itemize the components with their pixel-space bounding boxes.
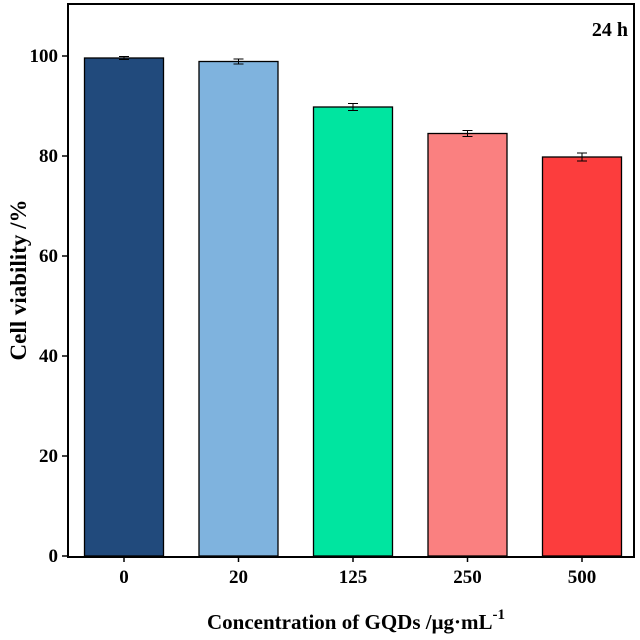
error-bar-250 xyxy=(462,130,473,137)
bar-20 xyxy=(198,60,279,557)
y-tick-label-60: 60 xyxy=(39,246,58,267)
bar-250 xyxy=(427,132,508,557)
y-tick-label-80: 80 xyxy=(39,146,58,167)
x-tick-label-0: 0 xyxy=(119,567,129,588)
x-tick-label-250: 250 xyxy=(453,567,482,588)
error-bar-125 xyxy=(348,103,358,111)
plot-frame xyxy=(67,3,635,558)
y-axis-label: Cell viability /% xyxy=(6,200,31,361)
x-axis-ticks: 0 20 125 250 500 xyxy=(119,556,596,588)
bar-500 xyxy=(541,156,623,557)
error-bar-0 xyxy=(119,56,129,60)
y-tick-label-20: 20 xyxy=(39,446,58,467)
y-axis-ticks: 0 20 40 60 80 100 xyxy=(30,46,68,567)
x-tick-label-20: 20 xyxy=(229,567,248,588)
x-axis-label-main: Concentration of GQDs /μg·mL xyxy=(207,610,492,634)
x-axis-label: Concentration of GQDs /μg·mL-1 xyxy=(207,607,505,634)
error-bar-500 xyxy=(577,152,587,162)
y-tick-label-0: 0 xyxy=(49,546,59,567)
x-axis-label-superscript: -1 xyxy=(492,607,505,623)
bar-0 xyxy=(83,57,165,557)
bar-125 xyxy=(312,106,394,557)
x-tick-label-500: 500 xyxy=(568,567,597,588)
error-bars-group xyxy=(119,56,587,162)
bars-group xyxy=(83,57,623,557)
y-tick-label-40: 40 xyxy=(39,346,58,367)
chart-annotation: 24 h xyxy=(592,19,628,41)
y-tick-label-100: 100 xyxy=(30,46,59,67)
error-bar-20 xyxy=(233,58,244,65)
x-tick-label-125: 125 xyxy=(339,567,368,588)
